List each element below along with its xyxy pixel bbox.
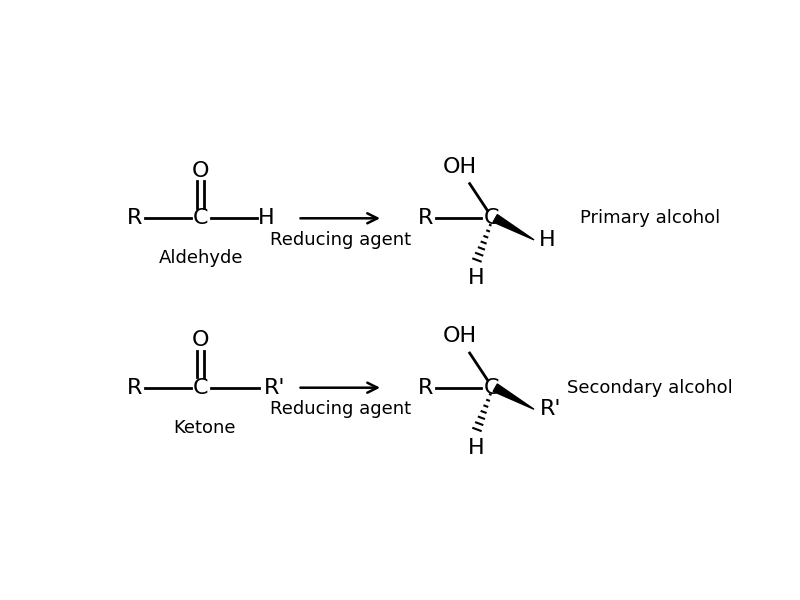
Text: C: C (484, 208, 499, 228)
Text: C: C (484, 378, 499, 398)
Text: Ketone: Ketone (174, 419, 236, 437)
Text: O: O (192, 330, 210, 350)
Text: R: R (127, 378, 142, 398)
Text: R: R (418, 208, 433, 228)
Text: Aldehyde: Aldehyde (158, 250, 243, 268)
Text: O: O (192, 161, 210, 181)
Text: Reducing agent: Reducing agent (270, 400, 411, 418)
Text: C: C (193, 378, 209, 398)
Text: H: H (258, 208, 275, 228)
Text: R: R (418, 378, 433, 398)
Text: H: H (467, 268, 484, 289)
Text: Primary alcohol: Primary alcohol (580, 209, 720, 227)
Text: C: C (193, 208, 209, 228)
Text: OH: OH (442, 326, 477, 346)
Text: Secondary alcohol: Secondary alcohol (567, 379, 733, 397)
Text: R': R' (264, 378, 285, 398)
Text: R': R' (540, 399, 562, 419)
Text: OH: OH (442, 157, 477, 177)
Text: Reducing agent: Reducing agent (270, 231, 411, 249)
Polygon shape (493, 384, 534, 409)
Polygon shape (493, 215, 534, 240)
Text: H: H (467, 438, 484, 458)
Text: H: H (539, 230, 555, 250)
Text: R: R (127, 208, 142, 228)
